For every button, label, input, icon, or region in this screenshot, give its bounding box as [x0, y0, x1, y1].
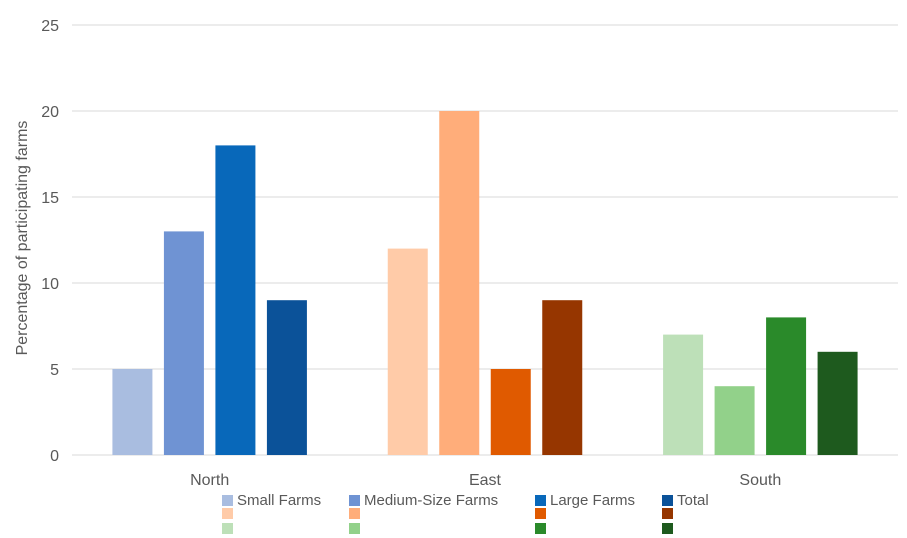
bar-south-medium-size-farms — [714, 386, 755, 455]
legend-item — [349, 523, 364, 534]
x-category-label: South — [739, 472, 781, 489]
legend-item — [662, 508, 677, 519]
legend-swatch — [349, 523, 360, 534]
legend-item — [349, 508, 364, 519]
x-axis-categories: North East South — [190, 472, 781, 489]
legend-swatch — [662, 523, 673, 534]
legend-item — [535, 508, 550, 519]
legend: Small Farms Medium-Size Farms Large Farms T… — [222, 493, 782, 538]
legend-label: Small Farms — [237, 492, 322, 509]
bar-north-large-farms — [215, 145, 256, 455]
legend-swatch — [662, 508, 673, 519]
y-tick-label: 0 — [50, 448, 59, 465]
legend-swatch — [222, 495, 233, 506]
legend-label: Large Farms — [550, 492, 636, 509]
legend-swatch — [349, 508, 360, 519]
y-tick-label: 25 — [41, 18, 59, 35]
bar-east-medium-size-farms — [439, 111, 480, 455]
legend-label: Medium-Size Farms — [364, 492, 499, 509]
legend-swatch — [535, 508, 546, 519]
bar-south-small-farms — [663, 334, 704, 455]
bar-north-small-farms — [112, 369, 153, 455]
legend-item: Medium-Size Farms — [349, 493, 498, 508]
y-tick-label: 20 — [41, 104, 59, 121]
legend-item — [222, 523, 237, 534]
bar-east-total — [542, 300, 583, 455]
legend-swatch — [535, 495, 546, 506]
legend-item: Small Farms — [222, 493, 321, 508]
y-axis-ticks: 0 5 10 15 20 25 — [41, 18, 59, 465]
legend-item — [662, 523, 677, 534]
legend-row-south — [222, 523, 782, 538]
gridlines — [72, 24, 898, 456]
bar-south-total — [817, 351, 858, 455]
bars — [112, 111, 858, 455]
legend-swatch — [535, 523, 546, 534]
y-axis-label: Percentage of participating farms — [14, 121, 31, 356]
legend-row-north: Small Farms Medium-Size Farms Large Farms T… — [222, 493, 782, 508]
legend-row-east — [222, 508, 782, 523]
legend-swatch — [222, 523, 233, 534]
y-tick-label: 15 — [41, 190, 59, 207]
bar-south-large-farms — [766, 317, 807, 455]
legend-item — [535, 523, 550, 534]
y-tick-label: 10 — [41, 276, 59, 293]
bar-north-total — [266, 300, 307, 455]
y-tick-label: 5 — [50, 362, 59, 379]
legend-item: Large Farms — [535, 493, 635, 508]
legend-swatch — [222, 508, 233, 519]
legend-swatch — [349, 495, 360, 506]
legend-item: Total — [662, 493, 709, 508]
bar-east-small-farms — [387, 248, 428, 455]
bar-east-large-farms — [490, 369, 531, 455]
bar-north-medium-size-farms — [163, 231, 204, 455]
legend-label: Total — [677, 492, 709, 509]
legend-item — [222, 508, 237, 519]
legend-swatch — [662, 495, 673, 506]
x-category-label: East — [469, 472, 502, 489]
x-category-label: North — [190, 472, 229, 489]
